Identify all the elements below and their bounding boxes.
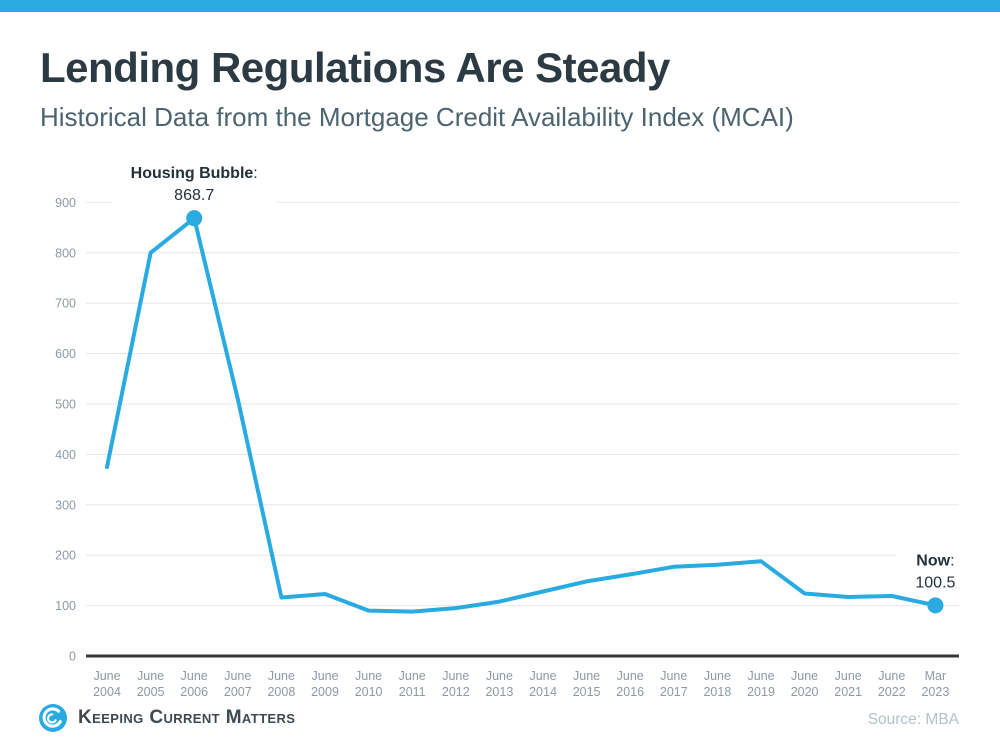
x-axis-tick-label: June 2007 <box>224 669 252 699</box>
x-axis-tick-label: June 2020 <box>791 669 819 699</box>
brand-name: Keeping Current Matters <box>78 707 296 728</box>
x-axis-tick-label: June 2015 <box>573 669 601 699</box>
x-axis-tick-label: June 2022 <box>878 669 906 699</box>
annotation-backdrop <box>895 547 975 594</box>
x-axis-tick-label: June 2018 <box>703 669 731 699</box>
x-axis-tick-label: June 2011 <box>399 669 426 699</box>
y-axis-tick-label: 700 <box>55 297 76 311</box>
x-axis-tick-label: June 2021 <box>834 669 862 699</box>
top-accent-bar <box>0 0 1000 12</box>
x-axis-tick-label: June 2012 <box>442 669 470 699</box>
annotation-backdrop <box>111 160 277 207</box>
x-axis-tick-label: June 2019 <box>747 669 775 699</box>
brand-lockup: Keeping Current Matters <box>38 701 295 735</box>
y-axis-tick-label: 100 <box>55 599 76 613</box>
x-axis-tick-label: June 2009 <box>311 669 339 699</box>
y-axis-tick-label: 0 <box>69 650 76 664</box>
x-axis-tick-label: June 2008 <box>267 669 295 699</box>
x-axis-tick-label: June 2010 <box>355 669 383 699</box>
y-axis-tick-label: 400 <box>55 448 76 462</box>
y-axis-tick-label: 800 <box>55 246 76 260</box>
x-axis-tick-label: June 2017 <box>660 669 688 699</box>
source-label: Source: MBA <box>867 711 959 728</box>
x-axis-tick-label: Mar 2023 <box>921 669 949 699</box>
annotation-label: Now: <box>916 552 954 569</box>
y-axis-tick-label: 500 <box>55 398 76 412</box>
data-point-marker <box>186 210 203 227</box>
x-axis-tick-label: June 2014 <box>529 669 557 699</box>
data-point-marker <box>927 597 944 614</box>
y-axis-tick-label: 900 <box>55 196 76 210</box>
mcai-line-chart: 0 100 200 300 400 500 600 700 800 900 June 2004 June… <box>55 160 975 699</box>
x-axis-tick-label: June 2006 <box>180 669 208 699</box>
annotation-value: 100.5 <box>915 574 955 591</box>
page-title: Lending Regulations Are Steady <box>40 44 670 91</box>
y-axis-tick-label: 600 <box>55 347 76 361</box>
x-axis-tick-label: June 2016 <box>616 669 644 699</box>
mcai-series-line <box>105 216 938 614</box>
x-axis-tick-label: June 2005 <box>137 669 165 699</box>
annotation-label: Housing Bubble: <box>131 165 258 182</box>
kcm-swirl-logo-icon <box>39 704 67 732</box>
annotation-value: 868.7 <box>174 187 214 204</box>
y-axis-tick-label: 200 <box>55 549 76 563</box>
x-axis-tick-label: June 2004 <box>93 669 121 699</box>
page-subtitle: Historical Data from the Mortgage Credit… <box>40 102 794 132</box>
y-axis-tick-label: 300 <box>55 498 76 512</box>
x-axis-tick-label: June 2013 <box>485 669 513 699</box>
